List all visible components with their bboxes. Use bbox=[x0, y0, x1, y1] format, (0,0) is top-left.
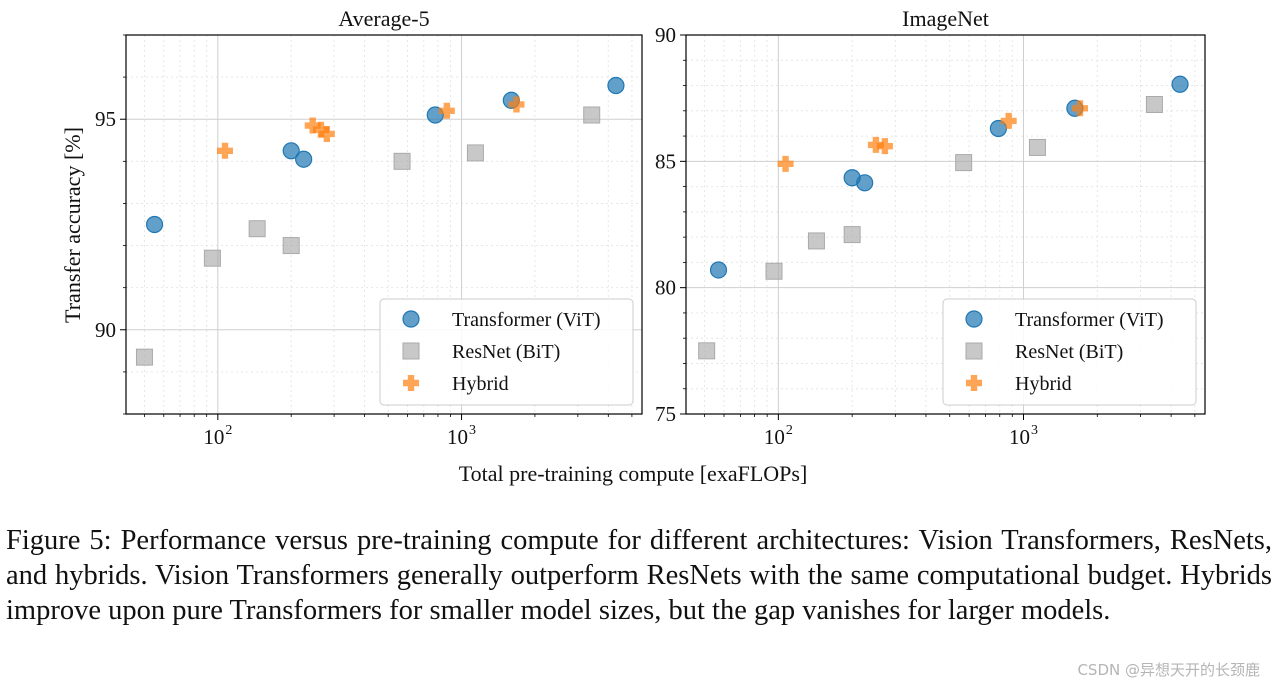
series-square bbox=[698, 95, 1163, 360]
y-tick-label: 95 bbox=[95, 107, 116, 131]
caption-text: Figure 5: Performance versus pre-trainin… bbox=[6, 525, 1272, 626]
data-point-square bbox=[1028, 138, 1046, 156]
data-point-square bbox=[248, 220, 266, 238]
legend-label: ResNet (BiT) bbox=[1015, 341, 1123, 363]
data-point-square bbox=[955, 154, 973, 172]
x-tick-label: 10 bbox=[764, 425, 785, 449]
data-point-circle bbox=[145, 215, 164, 234]
legend-label: Hybrid bbox=[1015, 373, 1072, 395]
data-point-plus bbox=[508, 96, 525, 113]
x-axis-label: Total pre-training compute [exaFLOPs] bbox=[459, 461, 808, 486]
legend-marker-plus bbox=[403, 375, 419, 391]
data-point-square bbox=[466, 144, 484, 162]
data-point-plus bbox=[318, 125, 335, 142]
data-point-square bbox=[203, 249, 221, 267]
data-point-square bbox=[135, 348, 153, 366]
x-tick-exponent: 3 bbox=[1031, 423, 1038, 438]
legend-marker-plus bbox=[966, 375, 982, 391]
data-point-square bbox=[1145, 95, 1163, 113]
legend-label: ResNet (BiT) bbox=[452, 341, 560, 363]
legend-box bbox=[379, 298, 634, 406]
data-point-circle bbox=[295, 150, 313, 168]
legend-label: Transformer (ViT) bbox=[452, 309, 601, 331]
y-tick-label: 85 bbox=[655, 149, 676, 173]
chart-title: Average-5 bbox=[338, 6, 429, 31]
legend-marker-circle bbox=[965, 310, 983, 328]
legend-label: Hybrid bbox=[452, 373, 509, 395]
data-point-square bbox=[765, 262, 783, 280]
legend-box bbox=[942, 298, 1197, 406]
y-tick-label: 90 bbox=[95, 318, 116, 342]
data-point-square bbox=[282, 237, 300, 255]
data-point-circle bbox=[607, 76, 625, 95]
data-point-plus bbox=[1071, 100, 1088, 117]
data-point-circle bbox=[1171, 75, 1189, 93]
data-point-square bbox=[843, 226, 861, 244]
data-point-plus bbox=[876, 138, 893, 155]
axes-frame bbox=[125, 34, 643, 415]
data-point-square bbox=[583, 106, 601, 124]
figure-caption: Figure 5: Performance versus pre-trainin… bbox=[6, 523, 1272, 628]
legend-marker-square bbox=[965, 342, 983, 360]
series-circle bbox=[145, 76, 625, 234]
axes-frame bbox=[685, 34, 1206, 415]
x-tick-label: 10 bbox=[203, 425, 224, 449]
legend: Transformer (ViT) ResNet (BiT) Hybrid bbox=[379, 298, 634, 406]
data-point-plus bbox=[867, 136, 884, 153]
x-tick-label: 10 bbox=[1009, 425, 1030, 449]
y-tick-label: 75 bbox=[655, 402, 676, 426]
data-point-square bbox=[807, 232, 825, 250]
data-point-square bbox=[698, 342, 716, 360]
chart-title: ImageNet bbox=[902, 6, 989, 31]
data-point-square bbox=[393, 152, 411, 170]
x-tick-exponent: 3 bbox=[469, 423, 476, 438]
data-point-plus bbox=[312, 121, 329, 138]
data-point-circle bbox=[856, 174, 874, 192]
x-tick-exponent: 2 bbox=[225, 423, 232, 438]
series-plus bbox=[777, 100, 1088, 172]
watermark: CSDN @异想天开的长颈鹿 bbox=[1077, 661, 1260, 679]
legend-marker-square bbox=[402, 342, 420, 360]
y-tick-label: 90 bbox=[655, 23, 676, 47]
series-square bbox=[135, 106, 601, 366]
y-tick-label: 80 bbox=[655, 276, 676, 300]
data-point-plus bbox=[1000, 112, 1017, 129]
figure: 10 2 10 3 90 95 Average-5 Transformer (ViT) ResN… bbox=[60, 6, 1206, 486]
data-point-circle bbox=[282, 142, 300, 160]
data-point-plus bbox=[304, 117, 321, 134]
y-axis-label: Transfer accuracy [%] bbox=[60, 127, 85, 323]
legend-marker-circle bbox=[402, 310, 420, 328]
x-tick-label: 10 bbox=[447, 425, 468, 449]
legend: Transformer (ViT) ResNet (BiT) Hybrid bbox=[942, 298, 1197, 406]
x-tick-exponent: 2 bbox=[786, 423, 793, 438]
data-point-circle bbox=[709, 261, 728, 279]
data-point-plus bbox=[216, 142, 233, 159]
data-point-plus bbox=[438, 102, 455, 119]
legend-label: Transformer (ViT) bbox=[1015, 309, 1164, 331]
series-plus bbox=[216, 96, 525, 159]
data-point-plus bbox=[777, 155, 794, 172]
